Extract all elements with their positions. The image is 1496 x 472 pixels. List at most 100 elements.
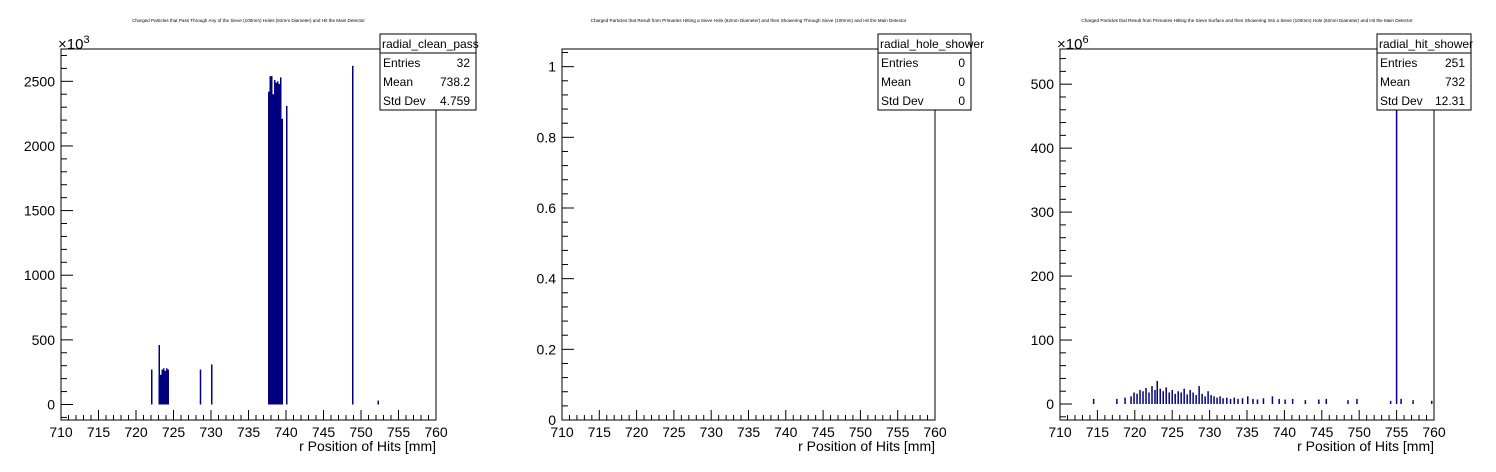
histogram-panel-3: Charged Particles that Result from Prima… xyxy=(1031,18,1473,454)
histogram-bar xyxy=(1186,394,1188,405)
histogram-bar xyxy=(377,400,379,405)
histogram-bar xyxy=(281,118,283,405)
y-tick-label: 1000 xyxy=(24,267,55,283)
histogram-bar xyxy=(1347,400,1349,405)
x-tick-label: 750 xyxy=(849,424,873,440)
histogram-bar xyxy=(1145,388,1147,405)
stats-row-value: 32 xyxy=(457,56,471,70)
y-tick-label: 200 xyxy=(1031,268,1055,284)
histogram-title: Charged Particles that Result from Prima… xyxy=(1081,18,1413,23)
x-tick-label: 720 xyxy=(625,424,649,440)
histogram-bar xyxy=(1154,389,1156,405)
y-axis-multiplier: ×103 xyxy=(58,34,90,53)
y-tick-label: 0 xyxy=(1046,396,1054,412)
stats-row-value: 251 xyxy=(1445,56,1465,70)
y-tick-label: 0.6 xyxy=(537,200,557,216)
histogram-bar xyxy=(1431,400,1433,405)
histogram-panel-2: Charged Particles that Result from Prima… xyxy=(537,18,985,454)
histogram-bar xyxy=(1168,392,1170,405)
y-tick-label: 0.4 xyxy=(537,271,557,287)
histogram-bar xyxy=(1210,395,1212,405)
histogram-bar xyxy=(352,65,354,405)
x-tick-label: 750 xyxy=(349,424,373,440)
stats-box-frame xyxy=(877,33,972,111)
x-tick-label: 725 xyxy=(1161,424,1185,440)
x-tick-label: 710 xyxy=(550,424,574,440)
multiplier-base: ×10 xyxy=(1057,36,1082,53)
histogram-bar xyxy=(1133,392,1135,405)
histogram-bar xyxy=(166,368,168,405)
x-tick-label: 740 xyxy=(1273,424,1297,440)
histogram-bar xyxy=(160,374,162,405)
histogram-bar xyxy=(280,77,282,405)
y-tick-label: 500 xyxy=(32,332,56,348)
y-tick-label: 2500 xyxy=(24,73,55,89)
y-axis-multiplier: ×106 xyxy=(1057,34,1089,53)
stats-row-label: Mean xyxy=(881,75,911,89)
x-tick-label: 735 xyxy=(737,424,761,440)
histogram-bar xyxy=(271,76,273,405)
histogram-bar xyxy=(275,82,277,405)
histogram-bar xyxy=(1304,400,1307,405)
stats-histogram-name: radial_hit_shower xyxy=(1379,37,1473,51)
stats-row-label: Std Dev xyxy=(383,94,426,108)
stats-row-value: 4.759 xyxy=(440,94,470,108)
x-tick-label: 760 xyxy=(1422,424,1446,440)
stats-row-label: Mean xyxy=(1380,75,1410,89)
y-axis: 0 100 200 300 400 500 ×106 xyxy=(1031,34,1089,418)
x-tick-label: 745 xyxy=(312,424,336,440)
y-tick-label: 0 xyxy=(548,412,556,428)
x-tick-label: 730 xyxy=(700,424,724,440)
y-tick-label: 300 xyxy=(1031,204,1055,220)
stats-row-label: Std Dev xyxy=(881,94,924,108)
y-tick-label: 0.2 xyxy=(537,341,557,357)
y-tick-label: 1 xyxy=(548,59,556,75)
x-tick-label: 715 xyxy=(87,424,111,440)
histogram-bar xyxy=(1291,398,1294,405)
histogram-bar xyxy=(199,369,202,405)
histogram-bar xyxy=(1207,391,1209,405)
histogram-bar xyxy=(161,369,163,405)
histogram-bar xyxy=(1195,395,1197,405)
histogram-bar xyxy=(1241,398,1244,405)
histogram-bar xyxy=(1192,392,1194,405)
histogram-bar xyxy=(1204,396,1206,405)
histogram-bar xyxy=(1216,397,1218,405)
histogram-bar xyxy=(167,369,169,405)
y-tick-label: 0 xyxy=(47,396,55,412)
x-axis-label: r Position of Hits [mm] xyxy=(299,438,436,454)
histogram-bar xyxy=(1156,380,1158,405)
x-tick-label: 725 xyxy=(162,424,186,440)
histogram-bar xyxy=(1389,400,1392,405)
x-tick-label: 760 xyxy=(923,424,947,440)
x-tick-label: 720 xyxy=(1123,424,1147,440)
x-tick-label: 715 xyxy=(588,424,612,440)
histogram-bar xyxy=(1136,393,1138,405)
stats-row-value: 0 xyxy=(958,75,965,89)
histogram-bar xyxy=(278,83,280,405)
histogram-bar xyxy=(1318,399,1320,405)
stats-box-frame xyxy=(1376,33,1472,111)
stats-box: radial_hit_shower Entries 251 Mean 732 Std De… xyxy=(1376,33,1473,111)
y-tick-label: 0.8 xyxy=(537,129,557,145)
histogram-bar xyxy=(274,80,276,405)
stats-row-label: Std Dev xyxy=(1380,94,1423,108)
histogram-bar xyxy=(151,369,153,405)
stats-histogram-name: radial_clean_pass xyxy=(382,37,479,51)
histogram-panel-1: Charged Particles that Pass Through Any … xyxy=(24,18,479,454)
histogram-bar xyxy=(1395,49,1398,405)
histogram-bar xyxy=(1148,392,1150,405)
y-tick-label: 1500 xyxy=(24,203,55,219)
histogram-bar xyxy=(277,81,279,405)
stats-row-value: 0 xyxy=(958,94,965,108)
x-tick-label: 740 xyxy=(774,424,798,440)
histogram-bar xyxy=(1278,398,1280,405)
histogram-bar xyxy=(1198,386,1200,405)
x-tick-label: 730 xyxy=(199,424,223,440)
multiplier-exponent: 3 xyxy=(83,34,89,46)
stats-histogram-name: radial_hole_shower xyxy=(880,37,984,51)
